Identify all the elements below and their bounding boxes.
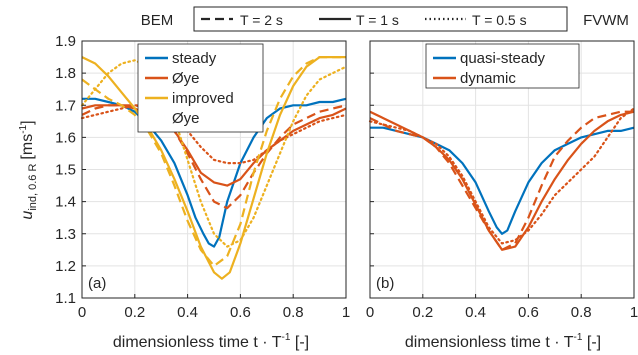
series-line-3 [80,104,348,165]
svg-text:uind, 0.6 R[ms-1]: uind, 0.6 R [ms-1] [18,120,39,219]
panel-b: 0 0.2 0.4 0.6 0.8 1 (b) quasi-steady dynamic [366,40,638,321]
x-axis-label-left: dimensionless time t · T-1 [-] [113,332,309,351]
y-label-unit-close: ] [19,120,36,124]
legend-box [425,43,580,89]
y-tick-label: 1.7 [55,97,76,114]
y-label-unit-exponent: -1 [18,124,29,133]
series-line-6 [80,59,348,248]
legend-label: Øye [172,70,200,87]
series-legend: quasi-steady dynamic [425,43,580,89]
y-tick-label: 1.6 [55,129,76,146]
x-tick-label: 0 [366,304,374,321]
series-line-0 [370,126,635,235]
legend-label: Øye [172,110,200,127]
series-line-0 [82,97,347,248]
series-line-4 [81,55,346,267]
x-tick-label: 0.4 [177,304,198,321]
line-style-legend-box [193,6,568,32]
legend-label: improved [172,90,234,107]
y-label-subscript: ind, 0.6 R [27,164,39,211]
series-legend: steady Øye improved Øye [137,43,264,133]
header-legend: BEM T = 2 s T = 1 s T = 0.5 s FVWM [141,6,629,32]
x-tick-label: 0.6 [230,304,251,321]
series-line-3 [368,107,636,245]
y-axis-label: uind, 0.6 R [ms-1] [18,120,39,219]
x-tick-label: 0.2 [124,304,145,321]
style-label-solid: T = 1 s [356,12,399,28]
series-line-5 [81,55,346,280]
panel-a: 0 0.2 0.4 0.6 0.8 1 1.1 1.2 1.3 1.4 1.5 1.6 1.7 1.8 1.… [55,33,350,321]
panel-label: (b) [376,275,394,292]
x-tick-label: 0 [78,304,86,321]
series-line-1 [369,110,634,251]
y-tick-label: 1.5 [55,162,76,179]
x-tick-label: 0.6 [518,304,539,321]
x-tick-label: 0.8 [571,304,592,321]
bem-label: BEM [141,12,174,29]
legend-label: quasi-steady [460,50,546,67]
y-tick-label: 1.1 [55,290,76,307]
fvwm-label: FVWM [583,12,629,29]
y-tick-label: 1.8 [55,65,76,82]
x-tick-label: 1 [342,304,350,321]
y-tick-label: 1.9 [55,33,76,50]
series-line-2 [369,110,635,251]
y-tick-label: 1.3 [55,226,76,243]
x-tick-label: 1 [630,304,638,321]
y-label-unit: [ms [19,134,36,160]
y-label-symbol: u [19,211,36,220]
panel-label: (a) [88,275,106,292]
x-tick-label: 0.4 [465,304,486,321]
legend-label: steady [172,50,217,67]
legend-label: dynamic [460,70,516,87]
y-tick-label: 1.2 [55,258,76,275]
x-tick-label: 0.8 [283,304,304,321]
y-tick-label: 1.4 [55,194,76,211]
x-tick-label: 0.2 [412,304,433,321]
style-label-dotted: T = 0.5 s [472,12,527,28]
x-axis-label-right: dimensionless time t · T-1 [-] [405,332,601,351]
style-label-dashed: T = 2 s [240,12,283,28]
